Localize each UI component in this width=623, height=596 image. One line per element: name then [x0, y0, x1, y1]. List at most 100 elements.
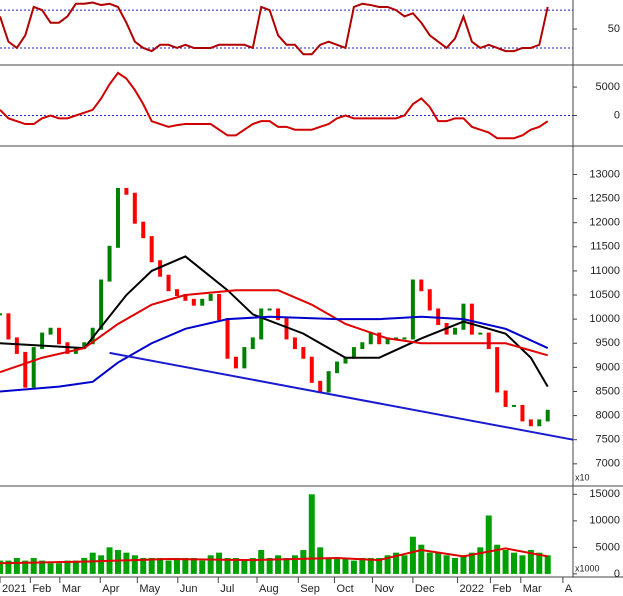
candle	[166, 274, 171, 292]
volume-bar	[72, 560, 79, 574]
volume-bar	[544, 555, 551, 574]
volume-bar	[275, 555, 282, 574]
candle	[385, 337, 390, 345]
candle	[292, 337, 297, 350]
volume-bar	[536, 552, 543, 574]
x-tick-label: Sep	[300, 583, 320, 595]
volume-bar	[98, 555, 105, 574]
candle	[191, 298, 196, 306]
candle	[318, 380, 323, 393]
y-tick-label: 5000	[596, 541, 620, 553]
volume-bar	[502, 550, 509, 574]
candle	[537, 419, 542, 427]
volume-bar	[468, 552, 475, 574]
volume-bar	[123, 552, 130, 574]
unit-label: x10	[575, 472, 590, 482]
unit-label: x1000	[575, 563, 600, 573]
volume-bar	[22, 560, 29, 574]
candle	[461, 303, 466, 330]
candle	[427, 289, 432, 311]
x-tick-label: Jul	[220, 583, 234, 595]
candle	[301, 347, 306, 359]
volume-bar	[384, 555, 391, 574]
volume-bar	[393, 552, 400, 574]
y-tick-label: 9500	[596, 337, 620, 349]
volume-bar	[443, 555, 450, 574]
candle	[14, 337, 19, 354]
candle	[23, 351, 28, 388]
candle	[149, 236, 154, 263]
candle	[410, 279, 415, 340]
y-tick-label: 8000	[596, 409, 620, 421]
volume-bar	[527, 550, 534, 574]
candle	[200, 298, 205, 306]
candle	[419, 279, 424, 292]
candle	[402, 337, 407, 340]
candle	[545, 409, 550, 422]
volume-bar	[266, 557, 273, 574]
y-tick-label: 15000	[589, 488, 620, 500]
volume-bar	[241, 560, 248, 574]
candle	[40, 332, 45, 350]
candle	[267, 308, 272, 311]
volume-bar	[190, 557, 197, 574]
volume-bar	[0, 560, 3, 574]
candle	[0, 313, 2, 316]
candle	[217, 294, 222, 321]
candle	[520, 404, 525, 422]
candle	[225, 318, 230, 359]
volume-bar	[173, 557, 180, 574]
candle	[486, 332, 491, 350]
volume-bar	[81, 557, 88, 574]
candle	[6, 313, 11, 340]
y-tick-label: 7000	[596, 458, 620, 470]
candle	[368, 332, 373, 345]
candle	[478, 332, 483, 335]
volume-bar	[477, 547, 484, 574]
y-tick-label: 9000	[596, 361, 620, 373]
volume-bar	[258, 550, 265, 574]
line	[0, 547, 548, 565]
y-tick-label: 12500	[589, 192, 620, 204]
volume-bar	[359, 557, 366, 574]
candle	[284, 318, 289, 340]
y-tick-label: 11500	[590, 241, 620, 253]
volume-bar	[350, 560, 357, 574]
x-tick-label: Nov	[374, 583, 394, 595]
volume-bar	[232, 557, 239, 574]
candle	[242, 347, 247, 369]
candle	[132, 192, 137, 224]
candle	[82, 342, 87, 350]
x-tick-label: 2022	[460, 583, 484, 595]
x-tick-label: Feb	[32, 583, 51, 595]
x-tick-label: Apr	[102, 583, 119, 595]
candle	[259, 308, 264, 340]
candle	[453, 327, 458, 335]
volume-bar	[342, 557, 349, 574]
x-tick-label: Mar	[523, 583, 542, 595]
volume-bar	[55, 563, 62, 574]
candle	[276, 308, 281, 321]
y-tick-label: 50	[608, 23, 620, 35]
volume-bar	[485, 515, 492, 574]
candle	[528, 419, 533, 427]
volume-bar	[148, 557, 155, 574]
x-tick-label: Dec	[415, 583, 435, 595]
volume-bar	[182, 557, 189, 574]
y-tick-label: 10500	[589, 289, 620, 301]
y-tick-label: 12000	[589, 217, 620, 229]
candle	[141, 221, 146, 239]
volume-bar	[216, 552, 223, 574]
candle	[360, 342, 365, 350]
candle	[343, 356, 348, 364]
line	[0, 255, 549, 388]
volume-bar	[308, 494, 315, 574]
candle	[233, 356, 238, 369]
x-tick-label: Feb	[492, 583, 511, 595]
line	[0, 289, 548, 374]
volume-bar	[283, 557, 290, 574]
volume-bar	[460, 555, 467, 574]
candle	[335, 361, 340, 374]
candle	[31, 347, 36, 388]
